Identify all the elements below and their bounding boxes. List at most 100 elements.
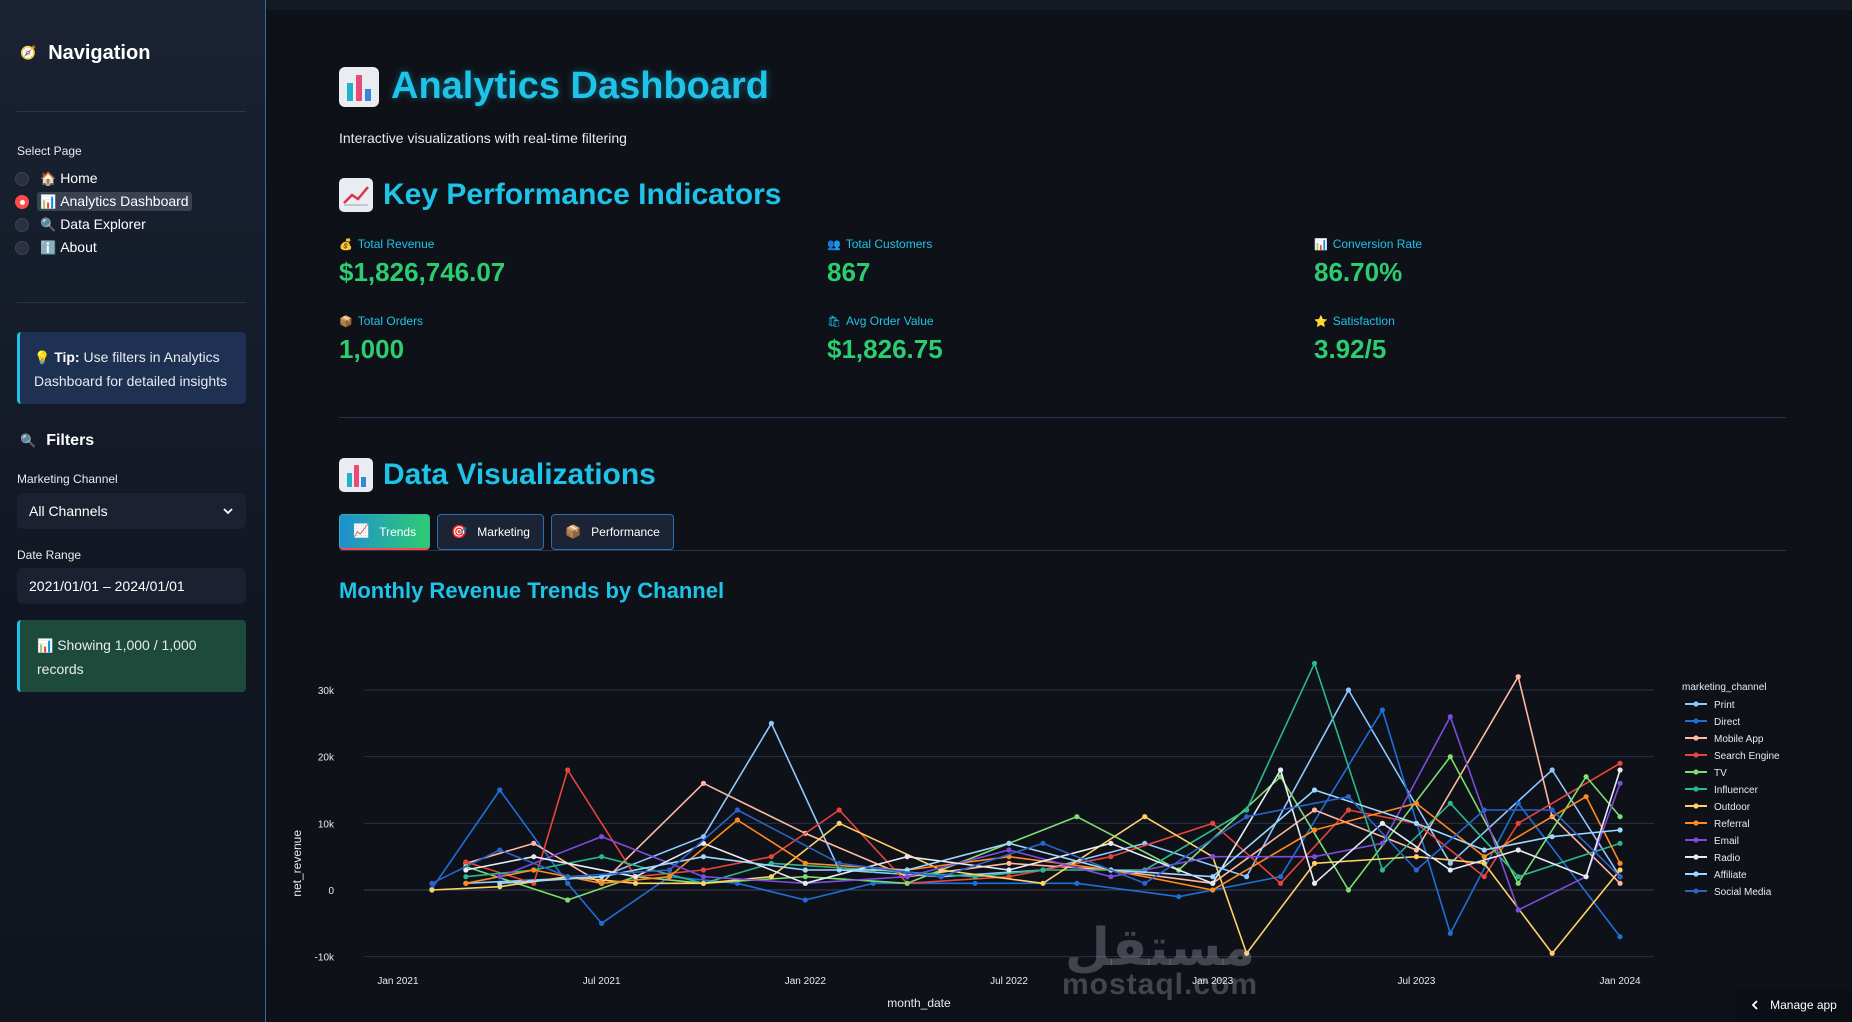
- data-point: [1379, 707, 1386, 713]
- data-point: [734, 880, 741, 886]
- data-point: [429, 887, 435, 893]
- data-point: [1617, 867, 1623, 873]
- radio-option-data-explorer[interactable]: 🔍 Data Explorer: [15, 213, 192, 236]
- chevron-down-icon: [223, 508, 233, 515]
- radio-button-selected[interactable]: [15, 194, 29, 209]
- legend-label: Social Media: [1714, 887, 1772, 898]
- trend-chart-icon: [339, 178, 373, 212]
- marketing-channel-select[interactable]: All Channels: [17, 493, 246, 529]
- data-point: [1447, 867, 1453, 873]
- data-point: [1515, 674, 1521, 680]
- radio-label: About: [60, 239, 97, 255]
- data-point: [1074, 814, 1080, 820]
- data-point: [734, 807, 741, 813]
- data-point: [1311, 880, 1318, 886]
- data-point: [632, 874, 639, 880]
- page-title: Analytics Dashboard: [339, 65, 769, 108]
- legend-marker: [1693, 786, 1699, 792]
- radio-button[interactable]: [15, 171, 29, 186]
- radio-button[interactable]: [15, 217, 29, 232]
- kpi-value: 3.92/5: [1314, 334, 1387, 364]
- manage-app-button[interactable]: Manage app: [1735, 988, 1852, 1022]
- data-point: [463, 874, 469, 880]
- navigation-title: 🧭 Navigation: [20, 42, 150, 65]
- data-point: [1515, 907, 1521, 913]
- watermark: مستقل mostaql.com: [1062, 918, 1258, 1002]
- data-point: [768, 854, 774, 860]
- tab-trends[interactable]: 📈 Trends: [339, 514, 431, 550]
- radio-option-analytics-dashboard[interactable]: 📊 Analytics Dashboard: [15, 190, 192, 213]
- data-point: [700, 874, 707, 880]
- sidebar-divider: [17, 111, 246, 112]
- data-point: [1481, 854, 1487, 860]
- data-point: [768, 874, 774, 880]
- data-point: [1617, 880, 1623, 886]
- radio-option-home[interactable]: 🏠 Home: [15, 167, 192, 190]
- bar-chart-icon: 📊: [1314, 237, 1328, 251]
- magnifier-icon: 🔍: [40, 218, 57, 233]
- tab-underline: [339, 550, 1786, 551]
- data-point: [1617, 874, 1623, 880]
- date-range-input[interactable]: 2021/01/01 – 2024/01/01: [17, 568, 246, 604]
- data-point: [1515, 847, 1521, 853]
- data-point: [1515, 820, 1521, 826]
- data-point: [1481, 807, 1487, 813]
- date-range-label: Date Range: [17, 548, 82, 562]
- kpi-section-title: Key Performance Indicators: [339, 178, 781, 212]
- tab-performance[interactable]: 📦 Performance: [550, 514, 674, 550]
- data-point: [1617, 814, 1623, 820]
- radio-option-about[interactable]: ℹ️ About: [15, 236, 192, 259]
- data-point: [1244, 950, 1250, 956]
- data-point: [1210, 820, 1216, 826]
- data-point: [700, 854, 707, 860]
- data-point: [1311, 860, 1318, 866]
- data-point: [1481, 847, 1487, 853]
- data-point: [1311, 854, 1318, 860]
- radio-button[interactable]: [15, 240, 29, 255]
- y-tick-label: 30k: [318, 686, 335, 697]
- series-line-influencer: [465, 662, 1621, 885]
- kpi-value: $1,826.75: [827, 334, 943, 364]
- data-point: [1108, 840, 1114, 846]
- data-point: [1345, 887, 1352, 893]
- legend-label: Affiliate: [1714, 870, 1747, 881]
- data-point: [599, 834, 605, 840]
- data-point: [1413, 847, 1419, 853]
- data-point: [1379, 840, 1386, 846]
- kpi-avg-order-value: 🛍 Avg Order Value $1,826.75: [827, 314, 943, 365]
- data-point: [1108, 854, 1114, 860]
- data-point: [768, 720, 774, 726]
- sidebar: 🧭 Navigation Select Page 🏠 Home 📊 Analytic…: [0, 0, 266, 1022]
- data-point: [463, 880, 469, 886]
- records-info-box: 📊 Showing 1,000 / 1,000 records: [17, 620, 246, 692]
- star-icon: ⭐: [1314, 314, 1328, 328]
- data-point: [1040, 867, 1046, 873]
- kpi-label: Satisfaction: [1332, 314, 1395, 328]
- info-icon: ℹ️: [40, 241, 57, 256]
- data-point: [1413, 867, 1419, 873]
- x-tick-label: Jan 2021: [377, 976, 419, 987]
- package-icon: 📦: [339, 314, 353, 328]
- data-point: [1617, 767, 1623, 773]
- data-point: [1108, 874, 1114, 880]
- data-point: [1481, 874, 1487, 880]
- data-point: [1311, 827, 1318, 833]
- y-tick-label: 20k: [318, 753, 335, 764]
- kpi-label: Avg Order Value: [845, 314, 934, 328]
- data-point: [870, 880, 876, 886]
- legend-marker: [1693, 837, 1699, 843]
- manage-app-label: Manage app: [1770, 998, 1837, 1012]
- date-range-value: 2021/01/01 – 2024/01/01: [29, 578, 185, 594]
- data-point: [1277, 767, 1284, 773]
- tab-marketing[interactable]: 🎯 Marketing: [437, 514, 544, 550]
- data-point: [599, 920, 605, 926]
- revenue-trends-chart[interactable]: -10k 0 10k 20k 30k Jan 2021 Jul 2021 Jan 2022 Ju…: [267, 10, 1852, 1022]
- legend-label: Mobile App: [1714, 734, 1764, 745]
- sidebar-divider: [17, 302, 246, 303]
- data-point: [599, 874, 605, 880]
- data-point: [1549, 807, 1555, 813]
- navigation-title-text: Navigation: [48, 42, 151, 64]
- data-point: [802, 860, 808, 866]
- marketing-channel-value: All Channels: [29, 503, 108, 519]
- data-point: [1311, 807, 1318, 813]
